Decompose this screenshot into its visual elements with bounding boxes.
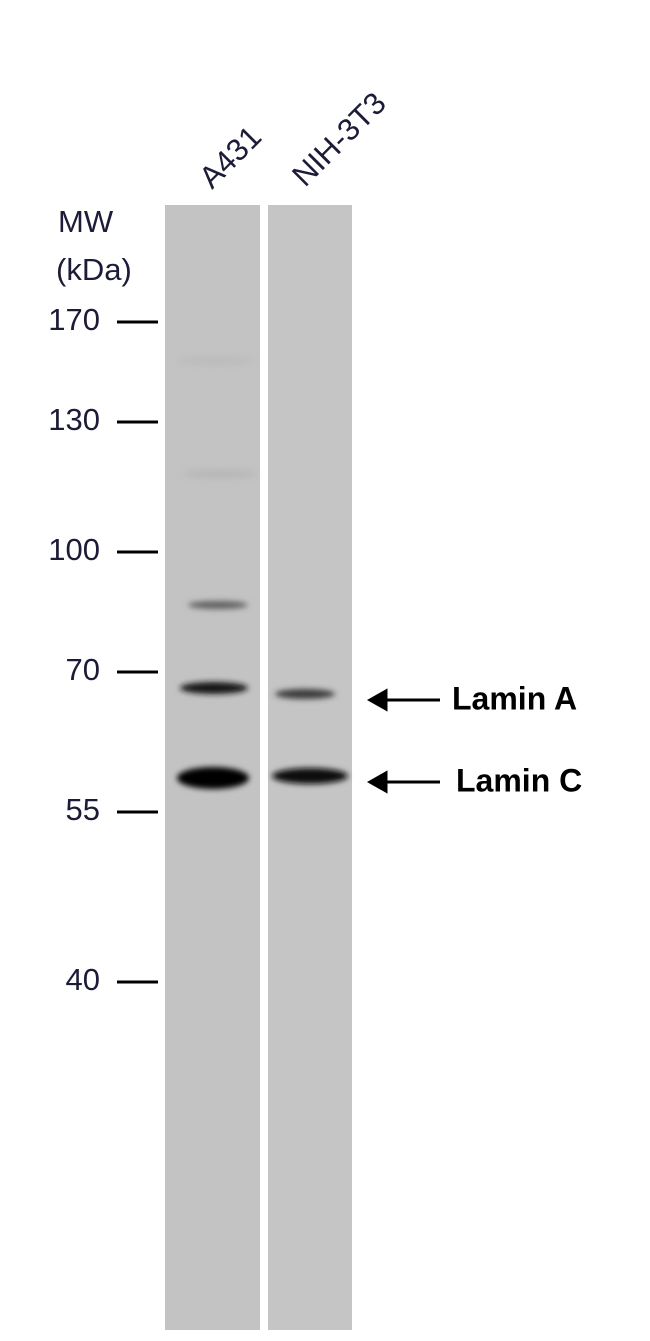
band-lamin-c	[177, 767, 249, 789]
marker-label: 70	[66, 652, 100, 687]
marker-label: 100	[48, 532, 100, 567]
band-lamin-a	[275, 689, 335, 699]
lane-nih3t3	[268, 205, 352, 1330]
arrow-head	[366, 688, 388, 712]
band-label: Lamin C	[456, 762, 582, 798]
markers: 170 130 100 70 55 40	[48, 302, 158, 997]
band-lamin-a	[180, 682, 248, 694]
band-label: Lamin A	[452, 680, 577, 716]
band-lamin-c	[272, 768, 348, 784]
marker-label: 170	[48, 302, 100, 337]
mw-unit: (kDa)	[56, 252, 132, 287]
faint-band	[188, 601, 248, 609]
bands	[175, 358, 348, 789]
faint-band	[182, 471, 258, 477]
marker-label: 55	[66, 792, 100, 827]
arrows	[366, 688, 440, 794]
marker-label: 130	[48, 402, 100, 437]
marker-label: 40	[66, 962, 100, 997]
lane-label: NIH-3T3	[285, 85, 393, 193]
lane-label: A431	[192, 119, 268, 195]
faint-band	[175, 358, 255, 364]
mw-label: MW	[58, 204, 114, 239]
arrow-head	[366, 770, 388, 794]
